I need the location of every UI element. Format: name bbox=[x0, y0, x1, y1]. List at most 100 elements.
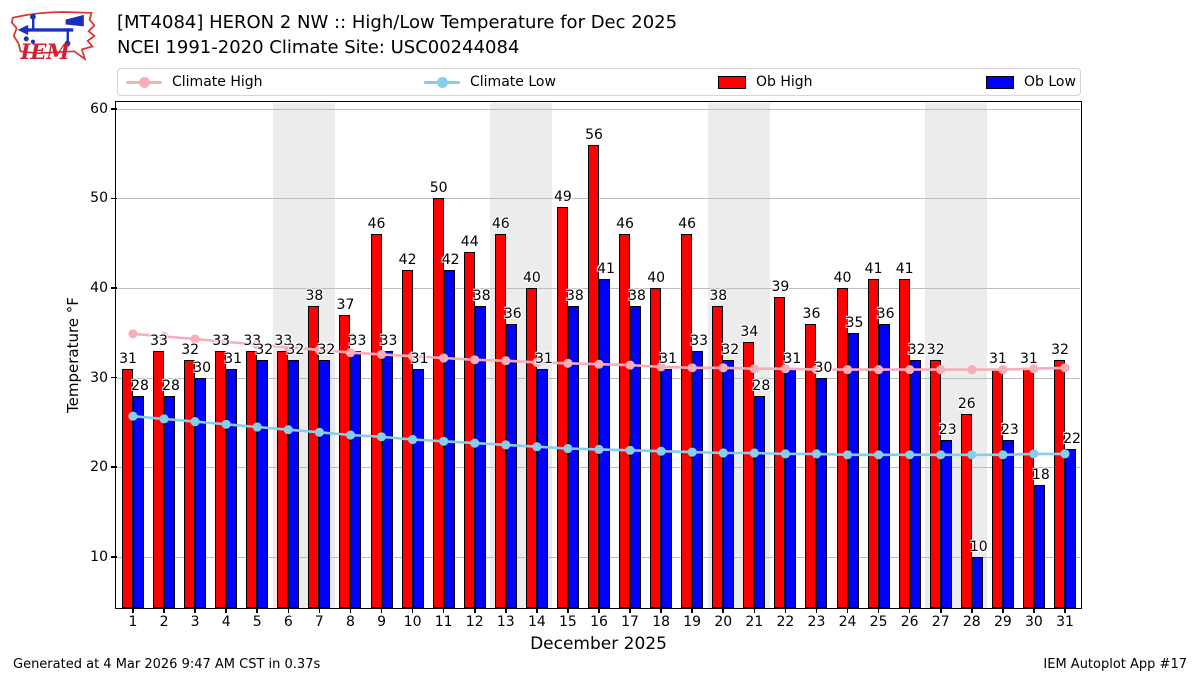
ob-low-bar bbox=[567, 305, 579, 608]
x-tick-label: 4 bbox=[221, 614, 231, 630]
bar-value-label: 41 bbox=[895, 261, 914, 278]
ob-low-bar bbox=[257, 359, 269, 608]
x-tick-label: 29 bbox=[993, 614, 1012, 630]
climate-high-point bbox=[905, 365, 915, 375]
bar-value-label: 32 bbox=[181, 341, 200, 358]
climate-high-point bbox=[811, 365, 822, 375]
climate-low-point bbox=[439, 436, 449, 446]
x-tick bbox=[473, 608, 476, 613]
climate-high-point bbox=[998, 365, 1008, 375]
y-tick-label: 40 bbox=[90, 280, 108, 297]
bar-value-label: 31 bbox=[988, 350, 1007, 367]
climate-high-point bbox=[159, 331, 169, 342]
ob-high-bar bbox=[588, 144, 599, 608]
bar-value-label: 50 bbox=[429, 180, 448, 197]
ob-low-bar bbox=[971, 556, 983, 608]
bar-value-label: 41 bbox=[864, 261, 883, 278]
bar-value-label: 40 bbox=[522, 270, 541, 287]
x-tick-label: 6 bbox=[283, 614, 293, 630]
x-tick-label: 23 bbox=[807, 614, 826, 630]
climate-low-point bbox=[998, 450, 1008, 460]
bar-value-label: 31 bbox=[783, 350, 802, 367]
ob-high-bar bbox=[929, 359, 941, 608]
climate-high-point bbox=[967, 365, 977, 375]
ob-low-bar bbox=[505, 323, 517, 608]
ob-high-bar bbox=[122, 368, 133, 608]
climate-high-point bbox=[780, 364, 791, 374]
bar-value-label: 28 bbox=[162, 377, 180, 394]
x-tick-label: 27 bbox=[931, 614, 950, 630]
legend-label: Climate High bbox=[172, 74, 263, 90]
x-tick bbox=[1002, 608, 1004, 613]
bar-value-label: 36 bbox=[876, 305, 895, 322]
legend: Climate High Climate Low Ob High Ob Low bbox=[117, 68, 1081, 96]
ob-high-patch-swatch bbox=[718, 75, 746, 89]
weather-vane-icon bbox=[17, 13, 84, 47]
x-tick-label: 10 bbox=[403, 614, 422, 630]
bar-value-label: 56 bbox=[585, 126, 603, 143]
climate-high-point bbox=[874, 365, 884, 375]
bar-value-label: 46 bbox=[616, 216, 634, 233]
x-tick bbox=[411, 608, 414, 613]
bar-value-label: 31 bbox=[659, 350, 678, 367]
x-tick-label: 7 bbox=[314, 614, 324, 630]
x-tick-label: 26 bbox=[900, 614, 919, 630]
ob-low-bar bbox=[381, 350, 393, 608]
bar-value-label: 30 bbox=[814, 359, 833, 376]
climate-low-point bbox=[221, 419, 231, 429]
climate-low-point bbox=[842, 450, 853, 460]
ob-high-bar bbox=[681, 234, 693, 608]
bar-value-label: 32 bbox=[255, 341, 274, 358]
climate-high-point bbox=[656, 362, 666, 372]
ob-high-bar bbox=[339, 314, 351, 608]
ob-low-bar bbox=[692, 350, 704, 608]
climate-low-point bbox=[252, 422, 262, 432]
ob-high-bar bbox=[463, 252, 475, 608]
x-tick bbox=[505, 608, 507, 613]
bar-value-label: 23 bbox=[938, 422, 957, 439]
ob-low-bar bbox=[164, 395, 176, 608]
x-tick bbox=[256, 608, 259, 613]
bar-value-label: 30 bbox=[193, 359, 212, 376]
legend-label: Ob Low bbox=[1024, 74, 1076, 90]
climate-low-point bbox=[811, 449, 822, 459]
bar-value-label: 33 bbox=[690, 332, 709, 349]
x-tick-label: 22 bbox=[776, 614, 795, 630]
ob-low-bar bbox=[754, 395, 766, 608]
climate-high-point bbox=[687, 363, 697, 373]
climate-high-point bbox=[936, 365, 946, 375]
climate-low-point bbox=[1029, 449, 1039, 459]
x-tick bbox=[194, 608, 196, 613]
bar-value-label: 33 bbox=[150, 332, 168, 349]
climate-high-point bbox=[594, 359, 604, 369]
ob-high-bar bbox=[867, 279, 879, 608]
climate-high-point bbox=[345, 348, 356, 358]
climate-low-point bbox=[967, 450, 977, 460]
climate-lines-overlay bbox=[128, 329, 1070, 460]
climate-low-point bbox=[283, 425, 293, 435]
bar-value-label: 36 bbox=[802, 305, 821, 322]
x-tick bbox=[380, 608, 383, 613]
x-tick-label: 28 bbox=[962, 614, 981, 630]
ob-high-bar bbox=[805, 323, 817, 608]
bar-value-label: 26 bbox=[957, 395, 976, 412]
bar-value-label: 32 bbox=[926, 341, 945, 358]
x-tick-label: 24 bbox=[838, 614, 857, 630]
bar-value-label: 42 bbox=[441, 252, 460, 269]
ob-high-bar bbox=[556, 207, 568, 608]
climate-low-point bbox=[128, 411, 138, 421]
x-tick bbox=[722, 608, 725, 613]
bar-value-label: 28 bbox=[131, 377, 149, 394]
climate-low-point bbox=[780, 449, 791, 459]
x-tick bbox=[629, 608, 631, 613]
bar-value-label: 31 bbox=[119, 350, 137, 367]
x-tick-label: 13 bbox=[496, 614, 515, 630]
y-axis-title: Temperature °F bbox=[64, 297, 82, 414]
x-tick-label: 12 bbox=[465, 614, 484, 630]
ob-low-bar bbox=[878, 323, 890, 608]
ob-low-bar bbox=[412, 368, 424, 608]
bar-value-label: 42 bbox=[398, 252, 417, 269]
climate-high-point bbox=[532, 357, 542, 367]
ob-low-patch-swatch bbox=[986, 75, 1014, 89]
climate-high-point bbox=[470, 355, 480, 365]
